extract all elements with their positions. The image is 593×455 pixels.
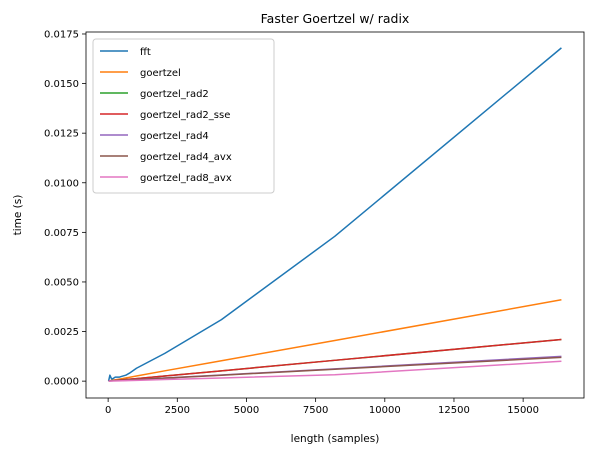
legend: fft goertzel goertzel_rad2 goertzel_rad2_ss… bbox=[92, 38, 275, 194]
y-tick-label: 0.0150 bbox=[44, 79, 79, 90]
legend-box bbox=[92, 38, 275, 194]
y-tick-label: 0.0000 bbox=[44, 377, 79, 388]
series-group bbox=[107, 47, 562, 382]
legend-label: goertzel_rad4_avx bbox=[140, 152, 232, 163]
series-line-goertzel-rad2-sse bbox=[108, 338, 562, 382]
legend-label: goertzel_rad2 bbox=[140, 89, 209, 100]
y-tick-label: 0.0125 bbox=[44, 129, 79, 140]
legend-label: goertzel_rad8_avx bbox=[140, 173, 232, 184]
y-tick-label: 0.0075 bbox=[44, 228, 79, 239]
legend-label: goertzel bbox=[140, 68, 181, 79]
x-axis: 0 2500 5000 7500 10000 12500 15000 bbox=[105, 398, 539, 416]
y-tick-label: 0.0050 bbox=[44, 277, 79, 288]
chart-title: Faster Goertzel w/ radix bbox=[261, 11, 410, 26]
x-tick-label: 2500 bbox=[165, 405, 190, 416]
series-line-goertzel-rad8-avx bbox=[108, 360, 562, 382]
series-line-fft bbox=[107, 47, 562, 382]
x-tick-label: 15000 bbox=[507, 405, 539, 416]
x-tick-label: 12500 bbox=[438, 405, 470, 416]
y-axis: 0.0000 0.0025 0.0050 0.0075 0.0100 0.0125 0.01… bbox=[44, 29, 86, 388]
x-tick-label: 7500 bbox=[303, 405, 328, 416]
x-axis-label: length (samples) bbox=[291, 433, 380, 445]
y-tick-label: 0.0175 bbox=[44, 29, 79, 40]
y-tick-label: 0.0025 bbox=[44, 327, 79, 338]
legend-label: fft bbox=[140, 47, 151, 58]
x-tick-label: 10000 bbox=[369, 405, 401, 416]
legend-label: goertzel_rad2_sse bbox=[140, 110, 230, 121]
y-axis-label: time (s) bbox=[12, 195, 24, 236]
legend-label: goertzel_rad4 bbox=[140, 131, 209, 142]
x-tick-label: 0 bbox=[105, 405, 111, 416]
y-tick-label: 0.0100 bbox=[44, 178, 79, 189]
x-tick-label: 5000 bbox=[234, 405, 259, 416]
series-line-goertzel bbox=[108, 299, 562, 382]
